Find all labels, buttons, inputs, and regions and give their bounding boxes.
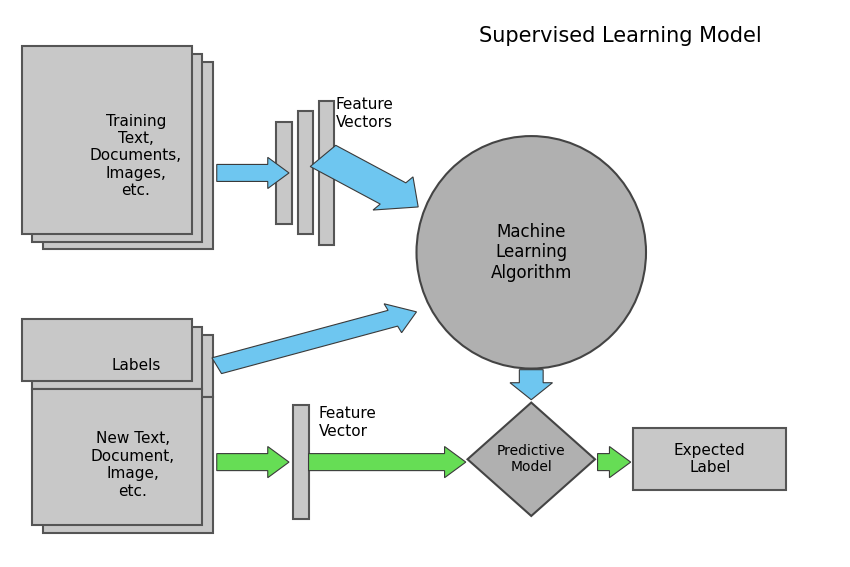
Bar [42,397,212,533]
Polygon shape [217,158,289,189]
Polygon shape [310,145,418,210]
Text: Machine
Learning
Algorithm: Machine Learning Algorithm [490,222,572,282]
Bar [32,389,202,525]
Ellipse shape [416,136,646,369]
Bar [293,405,309,519]
Text: Training
Text,
Documents,
Images,
etc.: Training Text, Documents, Images, etc. [90,113,182,198]
Polygon shape [217,447,289,477]
Polygon shape [510,370,552,400]
Bar [22,46,192,234]
Bar [32,54,202,242]
Bar [22,319,192,381]
Bar [42,335,212,397]
Text: Predictive
Model: Predictive Model [497,444,565,475]
Text: Expected
Label: Expected Label [674,443,745,476]
Text: Feature
Vectors: Feature Vectors [336,97,394,130]
Bar [298,112,313,234]
Text: Supervised Learning Model: Supervised Learning Model [479,26,762,45]
Bar [633,428,786,490]
Text: Feature
Vector: Feature Vector [319,406,377,439]
Bar [42,62,212,249]
Polygon shape [309,447,466,477]
Polygon shape [468,403,595,516]
Text: New Text,
Document,
Image,
etc.: New Text, Document, Image, etc. [91,431,174,498]
Polygon shape [212,304,416,374]
Bar [319,101,334,246]
Bar [276,122,292,223]
Polygon shape [598,447,631,477]
Bar [32,327,202,389]
Text: Labels: Labels [111,358,161,373]
